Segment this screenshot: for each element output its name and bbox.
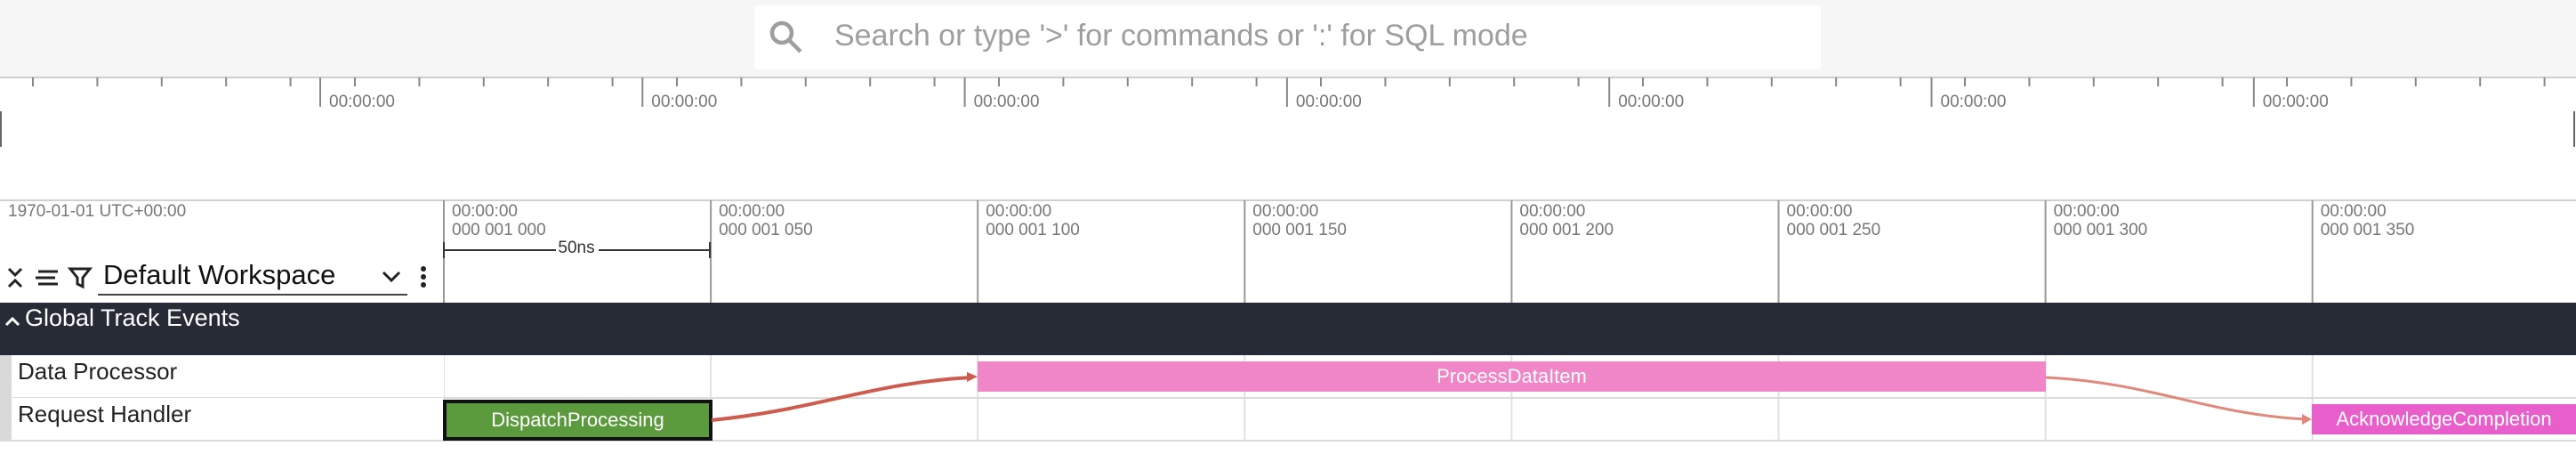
track-name[interactable]: Data Processor — [18, 358, 178, 385]
group-title: Global Track Events — [25, 304, 240, 331]
search-placeholder[interactable]: Search or type '>' for commands or ':' f… — [834, 19, 1528, 53]
overview-tick-label: 00:00:00 — [1618, 93, 1684, 111]
overview-tick-label: 00:00:00 — [1941, 93, 2007, 111]
overview-tick-label: 00:00:00 — [329, 93, 395, 111]
collapse-chevron[interactable] — [4, 316, 20, 327]
time-origin: 1970-01-01 UTC+00:00 — [8, 202, 186, 221]
track-strip — [0, 355, 12, 398]
track-name[interactable]: Request Handler — [18, 401, 191, 427]
search-box[interactable] — [754, 5, 1821, 69]
tick-time: 00:00:00 — [452, 202, 518, 221]
scale-label-bg — [556, 239, 599, 262]
slice-label: DispatchProcessing — [491, 409, 664, 431]
tick-time: 00:00:00 — [1519, 202, 1585, 221]
tick-offset: 000 001 350 — [2321, 221, 2415, 239]
tick-offset: 000 001 200 — [1519, 221, 1614, 239]
slice-label: ProcessDataItem — [1437, 365, 1587, 387]
filter-icon[interactable] — [67, 267, 93, 289]
pin-icon[interactable] — [36, 270, 58, 286]
slice[interactable] — [978, 361, 2046, 392]
tick-offset: 000 001 150 — [1252, 221, 1347, 239]
slice[interactable] — [443, 400, 712, 441]
workspace-name[interactable]: Default Workspace — [103, 259, 335, 290]
slice[interactable] — [2312, 404, 2576, 434]
tick-time: 00:00:00 — [1252, 202, 1318, 221]
slice-label: AcknowledgeCompletion — [2336, 408, 2551, 430]
toolbar — [7, 267, 93, 289]
search-icon — [769, 20, 802, 53]
flow-arrows — [711, 372, 2312, 425]
track-name-cell — [0, 398, 444, 441]
tick-offset: 000 001 050 — [719, 221, 813, 239]
overview-ticks: 00:00:00 00:00:00 00:00:00 00:00:00 00:00:00… — [32, 77, 2546, 111]
collapse-icon[interactable] — [7, 267, 23, 288]
scale-label: 50ns — [558, 239, 594, 257]
tick-offset: 000 001 250 — [1787, 221, 1881, 239]
tick-time: 00:00:00 — [719, 202, 785, 221]
tick-offset: 000 001 100 — [986, 221, 1080, 239]
overview-tick-label: 00:00:00 — [1296, 93, 1362, 111]
tick-time: 00:00:00 — [1787, 202, 1853, 221]
track-strip — [0, 398, 12, 441]
tick-offset: 000 001 300 — [2054, 221, 2148, 239]
tick-time: 00:00:00 — [2054, 202, 2120, 221]
overview-tick-label: 00:00:00 — [2263, 93, 2329, 111]
overview-tick-label: 00:00:00 — [974, 93, 1040, 111]
group-header[interactable] — [0, 303, 2576, 355]
tracks: Data Processor ProcessDataItem Request Han… — [0, 355, 2576, 442]
menu-icon[interactable] — [421, 266, 426, 288]
tick-offset: 000 001 000 — [452, 221, 546, 239]
overview-tick-label: 00:00:00 — [651, 93, 717, 111]
tick-time: 00:00:00 — [986, 202, 1051, 221]
tick-time: 00:00:00 — [2321, 202, 2387, 221]
workspace-dropdown[interactable] — [382, 271, 401, 283]
track-name-cell — [0, 355, 444, 398]
